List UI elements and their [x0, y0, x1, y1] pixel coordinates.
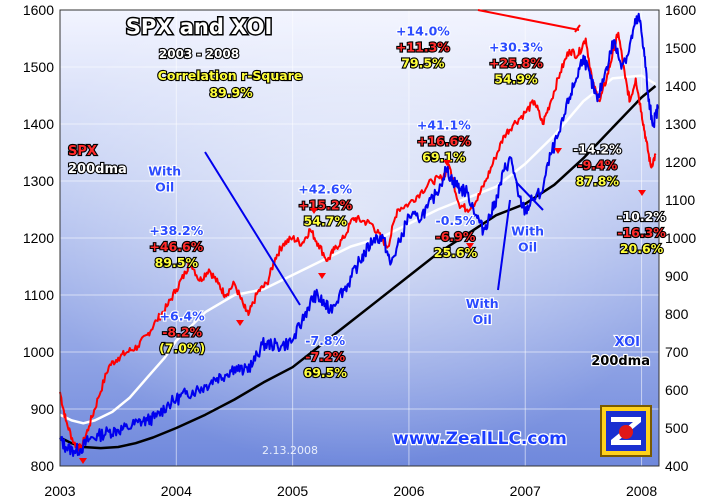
y-right-tick-label: 1600: [665, 2, 696, 18]
marker-triangle: [310, 208, 318, 214]
spx-200dma-line: [59, 74, 657, 425]
annotation-text: -9.4%: [577, 158, 617, 173]
annotation-text: 54.9%: [494, 72, 538, 87]
y-left-tick-label: 1600: [23, 2, 54, 18]
legend-spx-200dma: 200dma: [68, 162, 127, 177]
x-tick-label: 2003: [44, 483, 75, 499]
y-right-tick-label: 1300: [665, 116, 696, 132]
marker-triangle: [318, 273, 326, 279]
y-left-tick-label: 1000: [23, 344, 54, 360]
website-label: www.ZealLLC.com: [393, 429, 567, 449]
annotation-text: With: [466, 296, 499, 311]
legend-spx: SPX: [68, 144, 97, 159]
annotation-text: With: [511, 224, 544, 239]
annotation-text: +15.2%: [298, 198, 352, 213]
annotation-text: +14.0%: [396, 24, 450, 39]
annotation-text: +41.1%: [417, 118, 471, 133]
zeal-logo: [600, 405, 652, 457]
legend-xoi: XOI: [615, 335, 640, 350]
chart-title: SPX and XOI: [126, 15, 273, 39]
xoi-line: [59, 12, 659, 457]
annotation-text: -16.3%: [617, 225, 666, 240]
y-left-tick-label: 1300: [23, 173, 54, 189]
y-left-tick-label: 900: [31, 401, 55, 417]
annotation-text: +11.3%: [396, 40, 450, 55]
y-left-tick-label: 1500: [23, 59, 54, 75]
x-tick-label: 2007: [510, 483, 541, 499]
annotation-text: +6.4%: [160, 309, 206, 324]
annotation-text: 89.5%: [155, 255, 199, 270]
annotation-text: 54.7%: [304, 214, 348, 229]
y-left-tick-label: 800: [31, 458, 55, 474]
x-tick-label: 2004: [161, 483, 192, 499]
y-right-tick-label: 600: [665, 382, 689, 398]
y-right-tick-label: 1000: [665, 230, 696, 246]
y-right-tick-label: 400: [665, 458, 689, 474]
x-tick-label: 2006: [393, 483, 424, 499]
annotation-text: +42.6%: [298, 182, 352, 197]
pointer-arrow: [574, 24, 581, 33]
annotation-text: -14.2%: [573, 142, 622, 157]
y-left-tick-label: 1200: [23, 230, 54, 246]
annotation-text: With: [148, 163, 181, 178]
annotation-text: -6.9%: [436, 229, 476, 244]
axes: 800 900 1000 1100 1200 1300 1400 1500 1600 400 500…: [23, 2, 697, 499]
y-right-tick-label: 700: [665, 344, 689, 360]
annotation-text: 79.5%: [401, 56, 445, 71]
spx-line: [59, 31, 657, 452]
annotation-text: -0.5%: [436, 213, 476, 228]
pointer-arrow: [204, 151, 301, 306]
y-right-tick-label: 900: [665, 268, 689, 284]
y-right-tick-label: 1200: [665, 154, 696, 170]
marker-triangle: [236, 320, 244, 326]
x-tick-label: 2005: [277, 483, 308, 499]
logo-shell: [619, 425, 633, 439]
annotation-text: +25.8%: [489, 56, 543, 71]
y-left-tick-label: 1100: [24, 287, 54, 303]
chart-subtitle: 2003 - 2008: [159, 47, 239, 61]
marker-triangle: [554, 148, 562, 154]
annotation-text: 69.5%: [304, 365, 348, 380]
pointer-arrow: [497, 199, 511, 291]
annotation-text: +38.2%: [149, 223, 203, 238]
y-right-tick-label: 1500: [665, 40, 696, 56]
legend-xoi-200dma: 200dma: [591, 354, 650, 369]
series-layer: [59, 12, 659, 457]
correlation-label: Correlation r-Square: [158, 68, 303, 83]
marker-triangle: [443, 160, 451, 166]
annotation-text: 69.1%: [422, 150, 466, 165]
annotation-text: -7.2%: [305, 349, 345, 364]
annotation-text: +30.3%: [489, 40, 543, 55]
annotation-text: Oil: [518, 240, 537, 255]
marker-triangle: [638, 190, 646, 196]
y-left-tick-label: 1400: [23, 116, 54, 132]
y-right-tick-label: 800: [665, 306, 689, 322]
pointer-arrow: [477, 9, 580, 31]
xoi-200dma-line: [59, 85, 657, 450]
y-right-tick-label: 1400: [665, 78, 696, 94]
y-right-tick-label: 500: [665, 420, 689, 436]
annotation-text: 25.6%: [434, 245, 478, 260]
annotation-text: -10.2%: [617, 209, 666, 224]
plot-border: [59, 9, 660, 467]
pointer-arrow: [515, 181, 544, 211]
marker-triangle: [79, 458, 87, 464]
y-right-tick-label: 1100: [665, 192, 695, 208]
annotation-text: -7.8%: [305, 333, 345, 348]
annotation-text: +16.6%: [417, 134, 471, 149]
marker-triangle: [466, 243, 474, 249]
annotation-text: 20.6%: [620, 241, 664, 256]
annotation-text: Oil: [155, 179, 174, 194]
x-tick-label: 2008: [626, 483, 657, 499]
annotation-text: +46.6%: [149, 239, 203, 254]
annotation-text: (7.0%): [159, 341, 205, 356]
date-stamp: 2.13.2008: [262, 444, 318, 457]
annotation-text: Oil: [473, 312, 492, 327]
annotation-layer: +38.2%+46.6%89.5%+6.4%-8.2%(7.0%)+42.6%+…: [79, 9, 667, 464]
annotation-text: 87.8%: [576, 174, 620, 189]
correlation-value: 89.9%: [209, 85, 253, 100]
annotation-text: -8.2%: [162, 325, 202, 340]
